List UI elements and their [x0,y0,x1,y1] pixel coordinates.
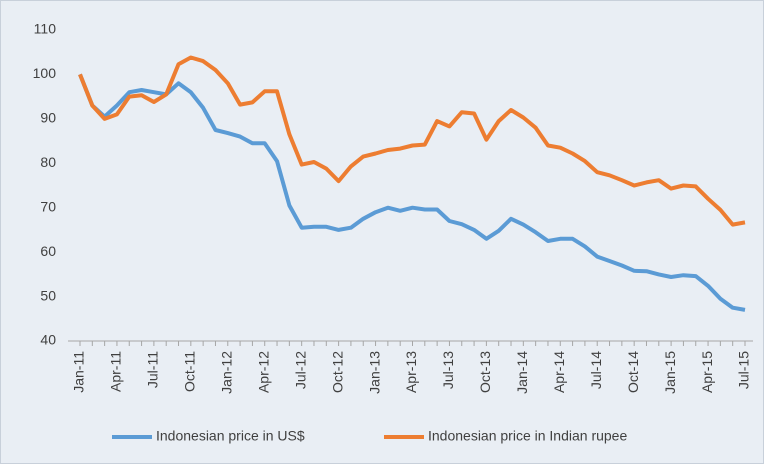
x-tick-label: Oct-12 [329,351,345,393]
x-tick-label: Apr-12 [255,351,271,393]
y-tick-label: 90 [40,110,56,126]
x-tick-label: Jul-12 [292,351,308,389]
x-tick-label: Apr-15 [699,351,715,393]
series-line [78,73,746,312]
y-tick-label: 50 [40,287,56,303]
y-tick-label: 80 [40,154,56,170]
x-tick-label: Jan-15 [662,351,678,394]
y-tick-label: 40 [40,332,56,348]
y-tick-label: 110 [34,21,57,37]
x-tick-label: Jan-11 [71,351,87,393]
y-tick-label: 60 [40,243,56,259]
y-tick-label: 70 [40,198,56,214]
x-tick-label: Jul-15 [736,351,752,389]
x-tick-label: Apr-11 [108,351,124,392]
x-tick-label: Apr-13 [403,351,419,393]
legend-label: Indonesian price in US$ [156,428,305,444]
x-tick-label: Jul-11 [145,351,161,388]
x-tick-label: Jul-13 [440,351,456,389]
y-tick-label: 100 [33,65,57,81]
x-tick-label: Apr-14 [551,351,567,393]
x-tick-label: Jan-12 [218,351,234,394]
x-tick-label: Jan-14 [514,351,530,394]
x-tick-label: Jan-13 [366,351,382,394]
x-tick-label: Jul-14 [588,351,604,389]
legend-label: Indonesian price in Indian rupee [428,428,627,444]
series-line [78,55,746,227]
x-tick-label: Oct-13 [477,351,493,393]
x-tick-label: Oct-14 [625,351,641,393]
x-tick-label: Oct-11 [182,351,198,392]
